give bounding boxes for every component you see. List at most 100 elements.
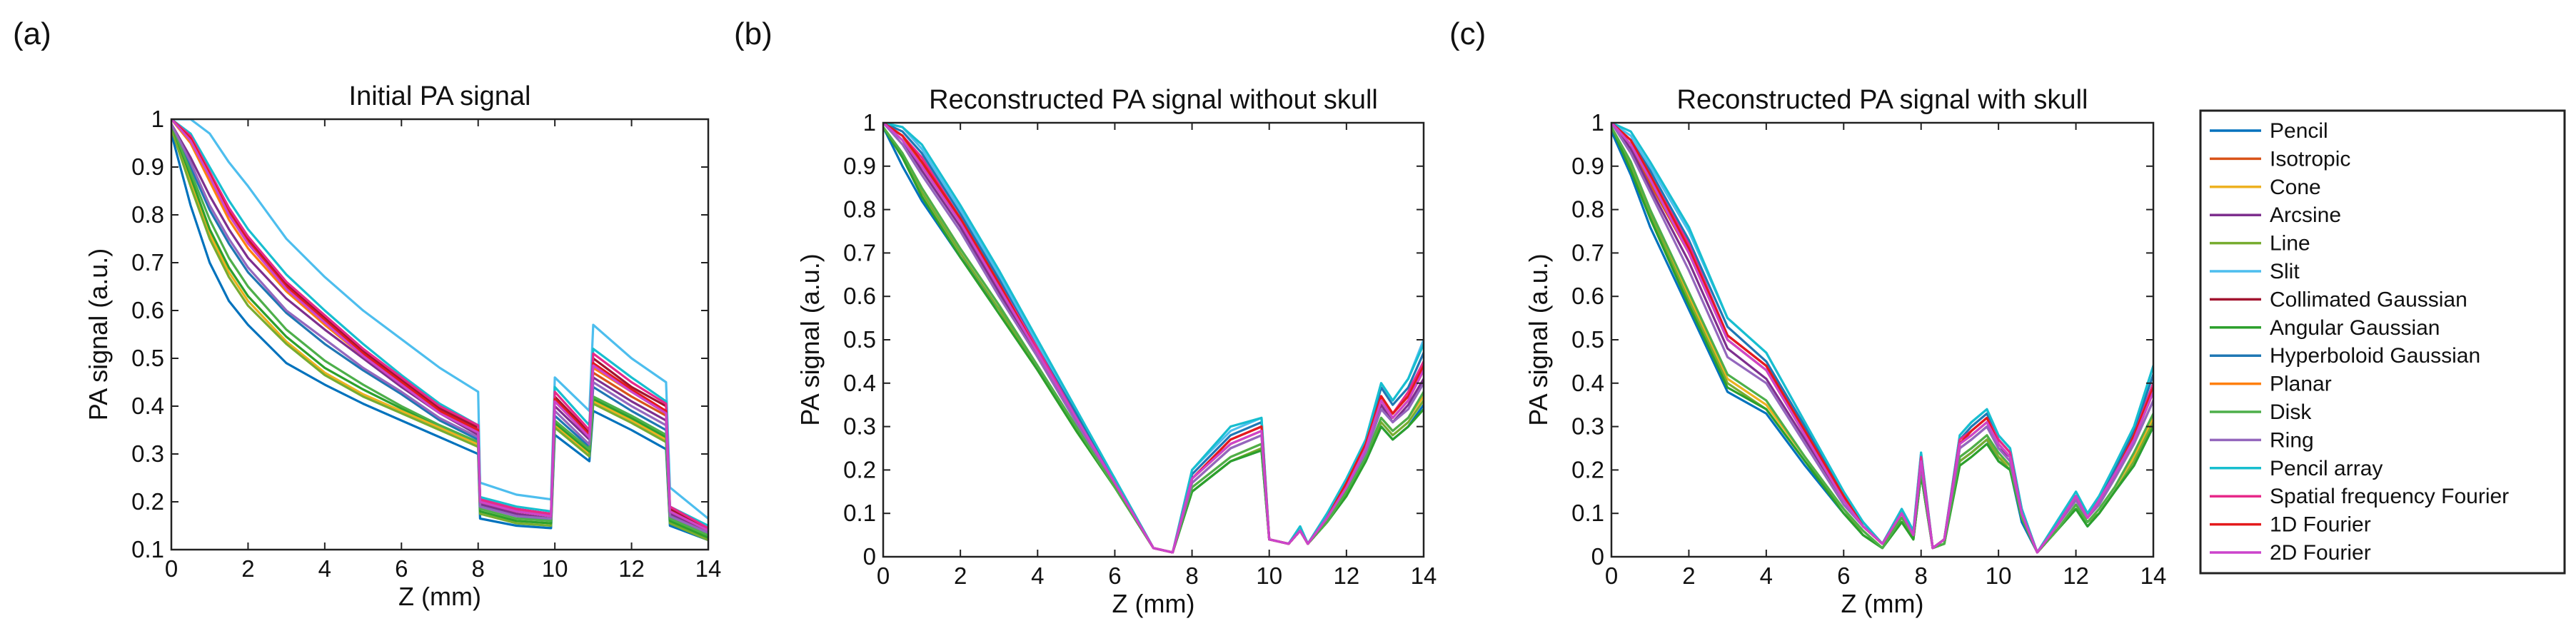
legend-item-slit: Slit [2210, 260, 2300, 283]
series-line-spatial-frequency-fourier [171, 119, 708, 530]
y-axis-label: PA signal (a.u.) [84, 248, 113, 420]
legend-item-pencil-array: Pencil array [2210, 457, 2383, 480]
y-tick-label: 0.9 [131, 153, 164, 180]
y-tick-label: 0.1 [1571, 500, 1604, 526]
series-line-ring [883, 123, 1424, 554]
y-tick-label: 0.6 [1571, 283, 1604, 309]
legend-item-disk: Disk [2210, 400, 2312, 424]
legend-label: Isotropic [2270, 147, 2350, 171]
y-tick-label: 0.4 [843, 370, 876, 396]
y-tick-label: 0.2 [1571, 456, 1604, 483]
x-tick-label: 0 [165, 555, 178, 582]
series-group [883, 123, 1424, 554]
axes-box [170, 118, 710, 551]
x-tick-label: 2 [241, 555, 254, 582]
x-tick-label: 14 [695, 555, 722, 582]
legend-item-pencil: Pencil [2210, 119, 2328, 143]
panel-a: (a) Initial PA signal 0 2 4 6 8 10 12 14 0.1 0.2 0.3… [13, 16, 721, 611]
x-tick-label: 6 [395, 555, 408, 582]
y-tick-label: 0.4 [1571, 370, 1604, 396]
panel-label: (a) [13, 16, 51, 51]
x-tick-label: 8 [1185, 562, 1198, 589]
x-tick-label: 6 [1108, 562, 1121, 589]
legend-label: Disk [2270, 400, 2312, 424]
legend-item-line: Line [2210, 232, 2310, 256]
x-tick-label: 0 [877, 562, 890, 589]
x-tick-label: 2 [954, 562, 967, 589]
legend-item-2d-fourier: 2D Fourier [2210, 541, 2371, 565]
legend-label: Angular Gaussian [2270, 316, 2440, 340]
x-tick-label: 4 [1031, 562, 1044, 589]
x-axis-label: Z (mm) [398, 582, 481, 611]
y-tick-label: 0.9 [843, 153, 876, 179]
series-line-slit [171, 119, 708, 520]
series-line-disk [1611, 126, 2153, 554]
y-tick-label: 0.1 [131, 536, 164, 562]
series-line-pencil-array [883, 123, 1424, 554]
series-line-2d-fourier [171, 119, 708, 532]
x-tick-label: 12 [2063, 562, 2089, 589]
series-line-2d-fourier [883, 123, 1424, 554]
y-tick-label: 0.3 [131, 440, 164, 467]
legend-item-isotropic: Isotropic [2210, 147, 2350, 171]
y-tick-label: 0.7 [131, 249, 164, 276]
x-tick-label: 2 [1682, 562, 1695, 589]
y-tick-label: 1 [1591, 109, 1604, 136]
legend-item-angular-gaussian: Angular Gaussian [2210, 316, 2440, 340]
legend: Pencil Isotropic Cone Arcsine Line Slit Collim… [2199, 109, 2566, 575]
y-tick-label: 0.8 [131, 201, 164, 228]
series-group [171, 119, 708, 542]
legend-label: Pencil [2270, 119, 2328, 143]
legend-item-hyperboloid-gaussian: Hyperboloid Gaussian [2210, 344, 2480, 368]
y-tick-label: 0.3 [1571, 413, 1604, 440]
panel-b: (b) Reconstructed PA signal without skull… [734, 16, 1437, 618]
y-tick-label: 0.7 [843, 239, 876, 266]
y-tick-label: 0 [1591, 543, 1604, 570]
y-tick-label: 0.9 [1571, 153, 1604, 179]
y-axis-label: PA signal (a.u.) [795, 253, 825, 425]
legend-label: Line [2270, 232, 2310, 256]
panel-c: (c) Reconstructed PA signal with skull 0 2 4… [1449, 16, 2166, 618]
x-tick-label: 10 [542, 555, 568, 582]
series-line-disk [883, 126, 1424, 554]
y-tick-label: 0.6 [843, 283, 876, 309]
legend-label: Hyperboloid Gaussian [2270, 344, 2480, 368]
legend-item-1d-fourier: 1D Fourier [2210, 513, 2371, 537]
y-tick-label: 0.5 [843, 326, 876, 353]
y-tick-label: 0.1 [843, 500, 876, 526]
y-axis-label: PA signal (a.u.) [1524, 253, 1553, 425]
legend-label: Spatial frequency Fourier [2270, 485, 2509, 508]
y-tick-label: 0.7 [1571, 239, 1604, 266]
legend-label: 2D Fourier [2270, 541, 2371, 565]
chart-title: Reconstructed PA signal without skull [929, 85, 1378, 115]
legend-item-ring: Ring [2210, 428, 2314, 452]
x-tick-label: 8 [1915, 562, 1928, 589]
panel-label: (b) [734, 16, 773, 51]
x-tick-label: 8 [472, 555, 485, 582]
y-tick-label: 0 [863, 543, 876, 570]
x-tick-label: 4 [318, 555, 331, 582]
chart-title: Reconstructed PA signal with skull [1677, 85, 2088, 115]
series-group [1611, 123, 2153, 554]
y-tick-label: 0.4 [131, 393, 164, 419]
legend-item-collimated-gaussian: Collimated Gaussian [2210, 288, 2467, 311]
legend-item-planar: Planar [2210, 373, 2332, 396]
legend-label: Cone [2270, 176, 2321, 199]
y-tick-label: 0.2 [131, 488, 164, 515]
x-tick-label: 4 [1760, 562, 1773, 589]
x-tick-label: 12 [618, 555, 645, 582]
legend-label: Ring [2270, 428, 2314, 452]
legend-item-spatial-frequency-fourier: Spatial frequency Fourier [2210, 485, 2509, 508]
series-line-1d-fourier [171, 119, 708, 532]
legend-item-cone: Cone [2210, 176, 2321, 199]
legend-label: 1D Fourier [2270, 513, 2371, 537]
legend-label: Slit [2270, 260, 2300, 283]
y-tick-label: 1 [151, 106, 164, 132]
x-tick-label: 14 [2140, 562, 2167, 589]
x-tick-label: 6 [1837, 562, 1850, 589]
x-tick-label: 10 [1986, 562, 2012, 589]
legend-item-arcsine: Arcsine [2210, 203, 2341, 227]
legend-label: Planar [2270, 373, 2332, 396]
series-line-angular-gaussian [883, 126, 1424, 554]
